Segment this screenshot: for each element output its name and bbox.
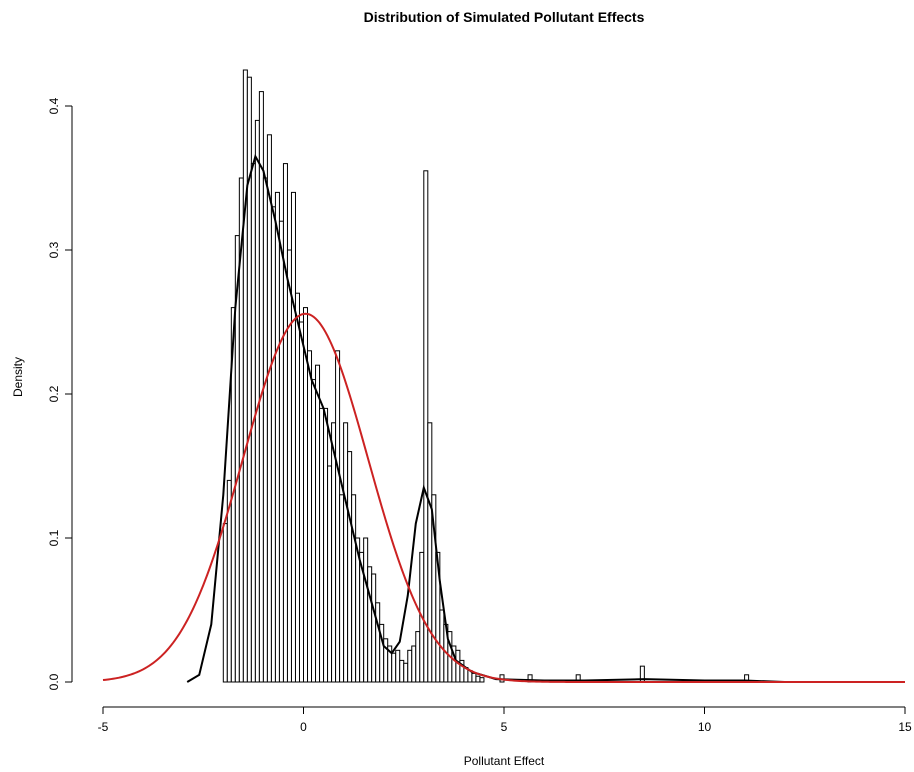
x-tick-label: 15	[898, 720, 912, 734]
histogram-bar	[347, 451, 353, 683]
histogram-bar	[391, 652, 397, 683]
histogram-bar	[455, 649, 461, 683]
histogram-bar	[290, 191, 296, 683]
histogram-bar	[371, 573, 377, 683]
histogram-bar	[327, 465, 333, 683]
histogram-bar	[242, 69, 248, 683]
histogram-bar	[319, 407, 325, 683]
histogram-bar	[471, 672, 477, 683]
histogram-bar	[307, 350, 313, 683]
y-axis-label: Density	[11, 357, 25, 397]
histogram-bar	[375, 602, 381, 683]
y-axis: 0.0 0.1 0.2 0.3 0.4	[47, 97, 73, 690]
histogram-bar	[270, 206, 276, 683]
histogram-bar	[246, 76, 252, 683]
histogram-bar	[427, 422, 433, 683]
histogram-bar	[395, 649, 401, 683]
density-curves	[102, 153, 905, 683]
x-tick-label: 5	[501, 720, 508, 734]
y-tick-label: 0.0	[47, 673, 61, 690]
histogram-bar	[367, 566, 373, 683]
histogram-bar	[315, 364, 321, 683]
normal-density-curve	[102, 312, 905, 683]
histogram-bar	[286, 249, 292, 683]
histogram-bar	[278, 220, 284, 683]
histogram-bar	[282, 163, 288, 683]
x-axis-label: Pollutant Effect	[464, 754, 545, 768]
histogram-bar	[339, 494, 345, 683]
histogram-bar	[266, 134, 272, 683]
histogram-bar	[403, 662, 409, 683]
x-tick-label: 0	[300, 720, 307, 734]
histogram-bar	[423, 170, 429, 683]
histogram-bar	[407, 649, 413, 683]
histogram-bars	[222, 69, 750, 683]
histogram-bar	[335, 350, 341, 683]
histogram-bar	[399, 659, 405, 683]
histogram-bar	[311, 379, 317, 683]
histogram-bar	[479, 677, 485, 683]
histogram-bar	[274, 191, 280, 683]
y-tick-label: 0.3	[47, 241, 61, 258]
histogram-bar	[222, 523, 228, 683]
histogram-bar	[351, 494, 357, 683]
histogram-bar	[331, 422, 337, 683]
y-tick-label: 0.1	[47, 529, 61, 546]
histogram-bar	[415, 631, 421, 683]
histogram-bar	[323, 407, 329, 683]
x-axis: -5 0 5 10 15	[98, 706, 912, 734]
histogram-bar	[363, 537, 369, 683]
chart-title: Distribution of Simulated Pollutant Effe…	[364, 9, 645, 25]
histogram-bar	[411, 645, 417, 683]
histogram-bar	[294, 292, 300, 683]
histogram-bar	[298, 321, 304, 683]
y-tick-label: 0.2	[47, 385, 61, 402]
histogram-bar	[343, 422, 349, 683]
x-tick-label: 10	[698, 720, 712, 734]
histogram-bar	[262, 177, 268, 683]
histogram-bar	[258, 91, 264, 683]
y-tick-label: 0.4	[47, 97, 61, 114]
histogram-bar	[475, 675, 481, 683]
x-tick-label: -5	[98, 720, 109, 734]
